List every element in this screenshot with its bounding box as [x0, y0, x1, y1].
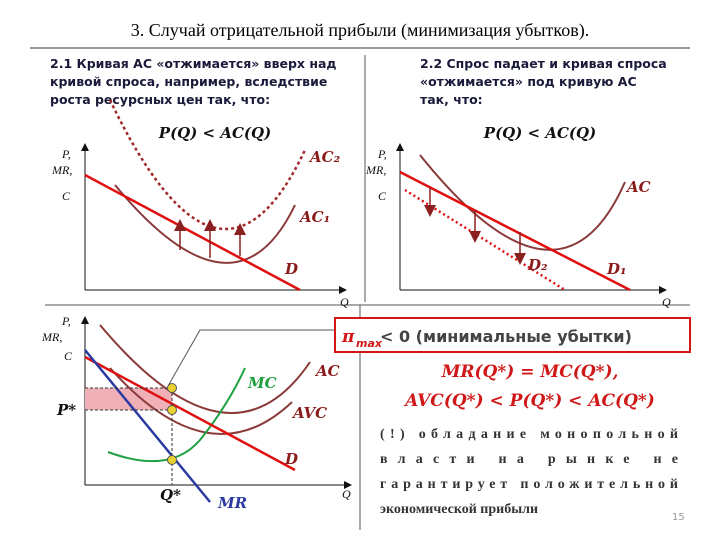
- ac2-curve: [108, 99, 307, 231]
- loss-area: [85, 388, 172, 410]
- condition: MR(Q*) = MC(Q*),: [441, 362, 619, 382]
- result-box: [334, 317, 691, 353]
- heading: кривой спроса, например, вследствие: [50, 74, 327, 89]
- point: [167, 383, 177, 393]
- heading: 2.2 Спрос падает и кривая спроса: [420, 56, 667, 71]
- curve-label: AC: [625, 178, 651, 196]
- pi-symbol: π: [341, 327, 355, 347]
- demand-line: [399, 170, 631, 292]
- note: гарантирует положительной: [380, 477, 678, 492]
- connector: [167, 329, 335, 387]
- page-number: 15: [672, 512, 685, 523]
- q-star: Q*: [160, 486, 181, 504]
- demand-line: [84, 355, 296, 472]
- demand-line: [404, 188, 566, 292]
- curve-label: MR: [217, 494, 247, 512]
- condition: AVC(Q*) < P(Q*) < AC(Q*): [403, 391, 655, 411]
- axis-label: MR,: [51, 163, 72, 177]
- curve-label: MC: [247, 374, 277, 392]
- ac1-curve: [114, 184, 296, 264]
- curve-label: D₁: [606, 260, 627, 278]
- ac-curve: [99, 324, 311, 414]
- box-text: < 0 (минимальные убытки): [380, 327, 632, 346]
- curve-label: AC₂: [308, 148, 341, 166]
- p-star: P*: [56, 401, 76, 419]
- curve-label: D: [284, 260, 298, 278]
- formula: P(Q) < AC(Q): [483, 124, 596, 142]
- axis-label: Q: [340, 295, 349, 309]
- heading: так, что:: [420, 92, 483, 107]
- title: 3. Случай отрицательной прибыли (минимиз…: [131, 20, 589, 41]
- curve-label: AVC: [291, 404, 327, 422]
- axis-label: P,: [61, 314, 71, 328]
- axis-label: C: [378, 189, 387, 203]
- note: власти на рынке не: [380, 452, 678, 467]
- axis-label: C: [62, 189, 71, 203]
- formula: P(Q) < AC(Q): [158, 124, 271, 142]
- axis-label: Q: [662, 295, 671, 309]
- note: (!) обладание монопольной: [380, 427, 678, 442]
- axis-label: MR,: [365, 163, 386, 177]
- mc-curve: [107, 367, 246, 463]
- curve-label: D₂: [527, 256, 548, 274]
- heading: «отжимается» под кривую AC: [420, 74, 637, 89]
- axis-label: P,: [61, 147, 71, 161]
- ac-curve: [419, 154, 626, 251]
- curve-label: D: [284, 450, 298, 468]
- axis-label: P,: [377, 147, 387, 161]
- note: экономической прибыли: [380, 502, 538, 517]
- mr-line: [84, 349, 211, 503]
- heading: 2.1 Кривая AC «отжимается» вверх над: [50, 56, 337, 71]
- pi-subscript: max: [356, 337, 383, 350]
- axis-label: MR,: [41, 330, 62, 344]
- demand-line: [84, 173, 301, 292]
- curve-label: AC: [314, 362, 340, 380]
- point: [167, 405, 177, 415]
- axis-label: C: [64, 349, 73, 363]
- point: [167, 455, 177, 465]
- curve-label: AC₁: [298, 208, 330, 226]
- heading: роста ресурсных цен так, что:: [50, 92, 270, 107]
- axis-label: Q: [342, 487, 351, 501]
